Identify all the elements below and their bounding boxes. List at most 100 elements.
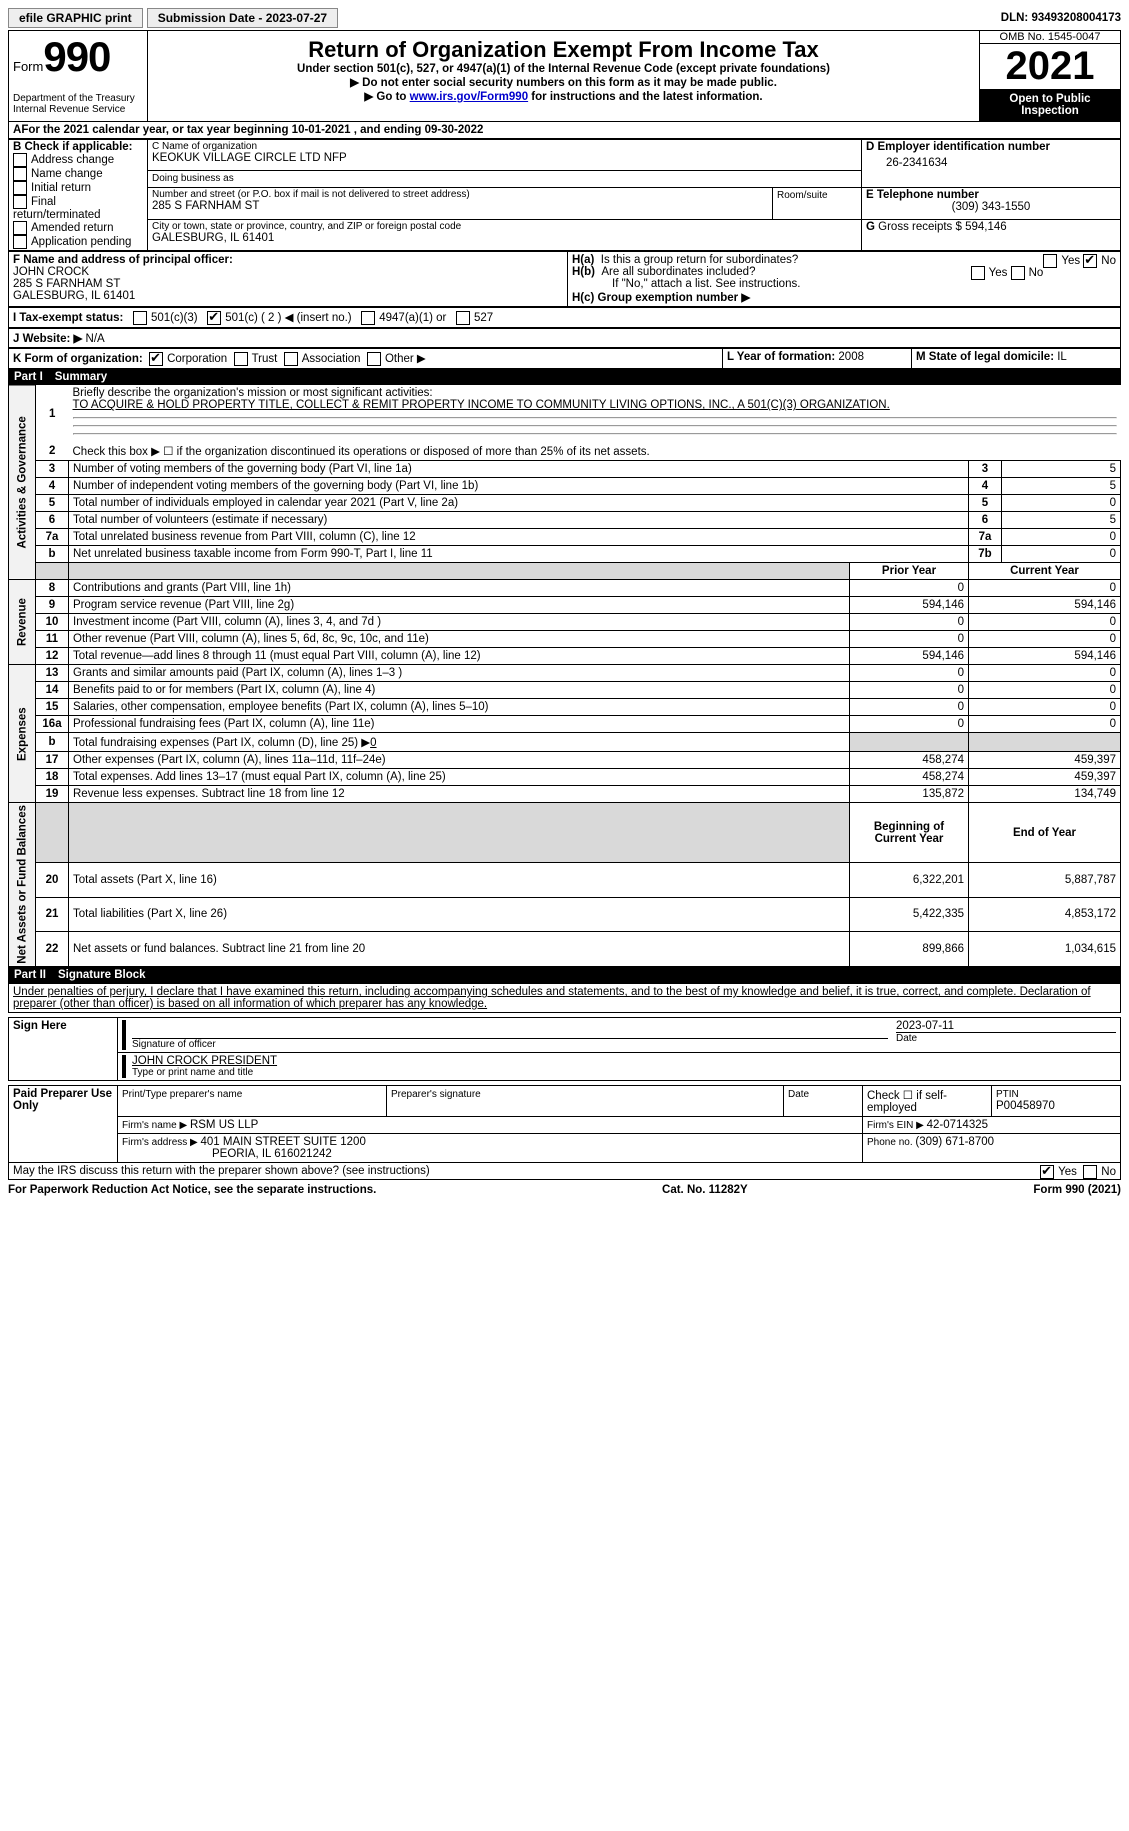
checkbox-icon[interactable] (13, 153, 27, 167)
firm-name: RSM US LLP (190, 1119, 258, 1131)
py20: 6,322,201 (850, 862, 969, 897)
city-label: City or town, state or province, country… (152, 221, 857, 232)
dln: DLN: 93493208004173 (1001, 12, 1121, 24)
checkbox-icon[interactable] (1011, 266, 1025, 280)
f-label: F Name and address of principal officer: (13, 254, 563, 266)
b-address-change: Address change (31, 154, 114, 166)
officer-city: GALESBURG, IL 61401 (13, 290, 563, 302)
officer-typed-name: JOHN CROCK PRESIDENT (132, 1055, 1116, 1067)
goto-suffix: for instructions and the latest informat… (528, 91, 763, 103)
checkbox-icon[interactable] (13, 167, 27, 181)
line15: Salaries, other compensation, employee b… (69, 699, 850, 716)
cy11: 0 (969, 631, 1121, 648)
form-word: Form (13, 59, 43, 74)
checkbox-checked-icon[interactable] (149, 352, 163, 366)
line4: Number of independent voting members of … (69, 478, 969, 495)
i-501c: 501(c) ( 2 ) ◀ (insert no.) (225, 312, 351, 324)
part-ii-num: Part II (14, 969, 58, 981)
checkbox-checked-icon[interactable] (1040, 1165, 1054, 1179)
py8: 0 (850, 580, 969, 597)
a-text-a: For the 2021 calendar year, or tax year … (21, 124, 291, 136)
cy13: 0 (969, 665, 1121, 682)
line16b: Total fundraising expenses (Part IX, col… (69, 733, 850, 752)
end-year-hdr: End of Year (969, 803, 1121, 862)
b-pending: Application pending (31, 236, 131, 248)
k-assoc: Association (302, 353, 361, 365)
part-ii-header: Part II Signature Block (8, 967, 1121, 983)
k-trust: Trust (252, 353, 278, 365)
addr-label: Number and street (or P.O. box if mail i… (152, 189, 768, 200)
current-year-hdr: Current Year (969, 563, 1121, 580)
checkbox-icon[interactable] (13, 195, 27, 209)
line1-label: Briefly describe the organization's miss… (73, 387, 433, 399)
yes-label: Yes (1061, 255, 1080, 267)
submission-button[interactable]: Submission Date - 2023-07-27 (147, 8, 338, 28)
line19: Revenue less expenses. Subtract line 18 … (69, 786, 850, 803)
checkbox-icon[interactable] (456, 311, 470, 325)
checkbox-icon[interactable] (13, 181, 27, 195)
g-label: G (866, 221, 875, 233)
box4: 4 (969, 478, 1002, 495)
phone: (309) 343-1550 (866, 201, 1116, 213)
form-id: Form 990 (2021) (1033, 1184, 1121, 1196)
side-expenses: Expenses (9, 665, 36, 803)
checkbox-icon[interactable] (367, 352, 381, 366)
py16a: 0 (850, 716, 969, 733)
b-name-change: Name change (31, 168, 103, 180)
b-header: B Check if applicable: (13, 141, 143, 153)
part-i-header: Part I Summary (8, 369, 1121, 385)
side-net: Net Assets or Fund Balances (9, 803, 36, 967)
open-to-public: Open to Public Inspection (980, 89, 1120, 121)
b-item: Application pending (13, 235, 143, 249)
d-label: D Employer identification number (866, 141, 1116, 153)
checkbox-icon[interactable] (1083, 1165, 1097, 1179)
sign-here: Sign Here (9, 1018, 118, 1081)
line11: Other revenue (Part VIII, column (A), li… (69, 631, 850, 648)
cy9: 594,146 (969, 597, 1121, 614)
checkbox-icon[interactable] (361, 311, 375, 325)
line16a: Professional fundraising fees (Part IX, … (69, 716, 850, 733)
room-label: Room/suite (777, 190, 828, 201)
prior-year-hdr: Prior Year (850, 563, 969, 580)
firm-ein-label: Firm's EIN ▶ (867, 1120, 927, 1131)
cy22: 1,034,615 (969, 932, 1121, 967)
b-initial: Initial return (31, 182, 91, 194)
checkbox-icon[interactable] (133, 311, 147, 325)
a-text-b: , and ending (351, 124, 425, 136)
py12: 594,146 (850, 648, 969, 665)
no-label: No (1029, 267, 1044, 279)
ein: 26-2341634 (866, 153, 1116, 169)
submission-label: Submission Date - (158, 11, 266, 25)
checkbox-checked-icon[interactable] (207, 311, 221, 325)
instructions-link[interactable]: www.irs.gov/Form990 (410, 91, 528, 103)
py13: 0 (850, 665, 969, 682)
ptin: P00458970 (996, 1100, 1055, 1112)
cy19: 134,749 (969, 786, 1121, 803)
checkbox-icon[interactable] (13, 235, 27, 249)
checkbox-icon[interactable] (234, 352, 248, 366)
may-discuss: May the IRS discuss this return with the… (8, 1163, 1121, 1180)
cy16b (969, 733, 1121, 752)
checkbox-icon[interactable] (284, 352, 298, 366)
entity-block: B Check if applicable: Address change Na… (8, 139, 1121, 251)
val4: 5 (1002, 478, 1121, 495)
paid-preparer-block: Paid Preparer Use Only Print/Type prepar… (8, 1085, 1121, 1163)
sig-date: 2023-07-11 (896, 1020, 1116, 1032)
prep-date-label: Date (788, 1089, 809, 1100)
checkbox-icon[interactable] (1043, 254, 1057, 268)
py17: 458,274 (850, 752, 969, 769)
i-4947: 4947(a)(1) or (379, 312, 446, 324)
form-title: Return of Organization Exempt From Incom… (152, 33, 975, 63)
mission: TO ACQUIRE & HOLD PROPERTY TITLE, COLLEC… (73, 399, 890, 411)
omb-number: OMB No. 1545-0047 (980, 31, 1120, 44)
efile-button[interactable]: efile GRAPHIC print (8, 8, 143, 28)
line9: Program service revenue (Part VIII, line… (69, 597, 850, 614)
checkbox-checked-icon[interactable] (1083, 254, 1097, 268)
py14: 0 (850, 682, 969, 699)
j-label: J Website: ▶ (13, 333, 82, 345)
line-j: J Website: ▶ N/A (8, 328, 1121, 348)
checkbox-icon[interactable] (13, 221, 27, 235)
type-name-label: Type or print name and title (132, 1067, 1116, 1078)
checkbox-icon[interactable] (971, 266, 985, 280)
form-number: 990 (43, 33, 110, 80)
